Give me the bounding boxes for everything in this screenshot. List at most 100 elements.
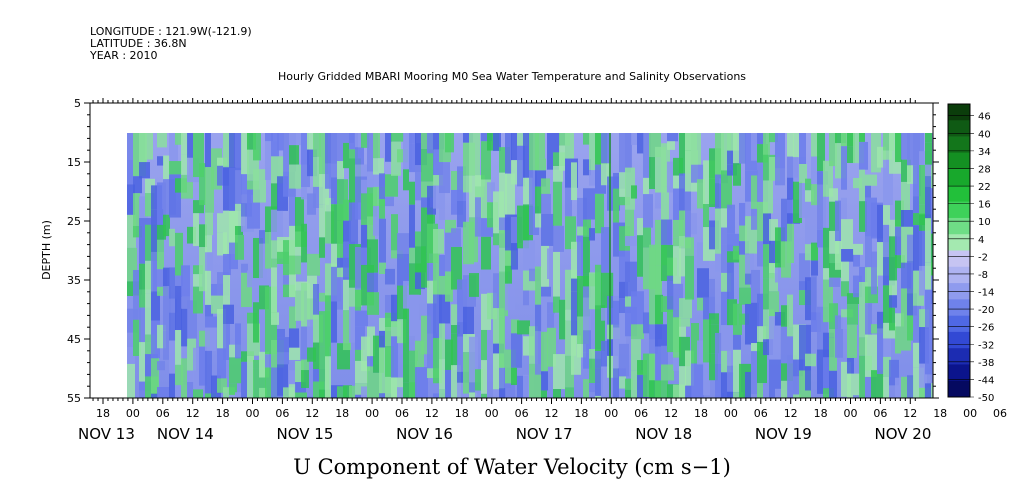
heatmap-cell xyxy=(499,316,505,354)
heatmap-cell xyxy=(757,341,767,384)
heatmap-cell xyxy=(805,353,816,367)
heatmap-cell xyxy=(553,354,565,390)
heatmap-cell xyxy=(463,133,473,143)
heatmap-cell xyxy=(925,262,933,290)
heatmap-cell xyxy=(685,237,694,256)
heatmap-cell xyxy=(379,393,385,398)
heatmap-cell xyxy=(583,330,591,353)
heatmap-cells xyxy=(127,133,933,398)
heatmap-cell xyxy=(307,253,320,276)
heatmap-cell xyxy=(325,211,334,244)
heatmap-cell xyxy=(625,235,637,246)
heatmap-cell xyxy=(763,244,774,279)
x-hour-label: 12 xyxy=(425,407,439,420)
heatmap-cell xyxy=(205,393,216,398)
heatmap-cell xyxy=(403,336,409,383)
heatmap-cell xyxy=(439,359,445,390)
heatmap-cell xyxy=(343,279,349,311)
heatmap-cell xyxy=(319,204,326,238)
heatmap-cell xyxy=(265,232,272,269)
heatmap-cell xyxy=(547,302,555,314)
heatmap-cell xyxy=(673,317,681,358)
heatmap-cell xyxy=(445,271,453,302)
heatmap-cell xyxy=(367,171,374,188)
heatmap-cell xyxy=(169,161,182,175)
heatmap-cell xyxy=(481,269,491,294)
heatmap-cell xyxy=(133,294,141,320)
heatmap-cell xyxy=(157,133,167,148)
colorbar-tick-label: 28 xyxy=(978,164,991,175)
heatmap-cell xyxy=(901,262,911,289)
heatmap-cell xyxy=(523,374,534,398)
heatmap-cell xyxy=(433,294,442,339)
heatmap-cell xyxy=(205,327,216,351)
heatmap-cell xyxy=(427,262,436,281)
heatmap-cell xyxy=(889,236,897,281)
heatmap-cell xyxy=(829,188,838,202)
heatmap-cell xyxy=(775,133,785,169)
heatmap-cell xyxy=(319,389,330,398)
heatmap-cell xyxy=(421,149,434,182)
heatmap-cell xyxy=(205,212,213,236)
heatmap-cell xyxy=(277,328,285,338)
heatmap-cell xyxy=(409,133,416,144)
heatmap-cell xyxy=(319,346,329,390)
heatmap-cell xyxy=(247,355,254,398)
heatmap-cell xyxy=(319,174,329,205)
heatmap-cell xyxy=(883,133,894,151)
heatmap-cell xyxy=(445,219,456,233)
heatmap-cell xyxy=(925,328,932,375)
heatmap-cell xyxy=(829,133,837,167)
heatmap-cell xyxy=(721,350,731,373)
heatmap-cell xyxy=(631,291,644,325)
heatmap-cell xyxy=(853,133,864,164)
heatmap-cell xyxy=(343,142,349,169)
colorbar-swatch xyxy=(948,331,970,349)
heatmap-cell xyxy=(187,300,197,339)
heatmap-cell xyxy=(925,142,932,165)
heatmap-cell xyxy=(841,261,849,282)
heatmap-cell xyxy=(301,133,309,165)
heatmap-cell xyxy=(697,340,705,365)
colorbar: 46 40 34 28 22 16 10 4 -2 -8 -14 -20 -26 -32 -38 -44 -50 xyxy=(947,103,994,404)
heatmap-cell xyxy=(643,177,649,195)
heatmap-cell xyxy=(157,387,170,398)
heatmap-cell xyxy=(451,246,462,290)
x-hour-label: 18 xyxy=(574,407,588,420)
heatmap-cell xyxy=(211,148,222,190)
heatmap-cell xyxy=(829,328,835,338)
heatmap-cell xyxy=(619,388,626,398)
heatmap-cell xyxy=(133,225,142,238)
heatmap-cell xyxy=(577,197,587,227)
heatmap-cell xyxy=(493,389,499,398)
heatmap-cell xyxy=(157,182,166,225)
heatmap-cell xyxy=(229,357,242,384)
heatmap-cell xyxy=(913,133,924,166)
heatmap-cell xyxy=(169,267,175,299)
heatmap-cell xyxy=(385,196,394,207)
heatmap-cell xyxy=(655,192,664,209)
heatmap-cell xyxy=(409,204,415,248)
heatmap-cell xyxy=(487,202,498,228)
heatmap-cell xyxy=(541,296,547,332)
x-hour-label: 00 xyxy=(365,407,379,420)
heatmap-cell xyxy=(625,133,632,168)
heatmap-cell xyxy=(913,305,921,343)
x-hour-label: 06 xyxy=(873,407,887,420)
heatmap-cell xyxy=(697,268,709,298)
heatmap-cell xyxy=(853,243,863,255)
heatmap-cell xyxy=(157,361,165,371)
heatmap-cell xyxy=(499,172,507,218)
heatmap-cell xyxy=(217,348,226,379)
heatmap-cell xyxy=(277,364,288,396)
heatmap-cell xyxy=(409,181,415,205)
heatmap-cell xyxy=(169,373,175,398)
heatmap-cell xyxy=(229,242,238,270)
heatmap-cell xyxy=(919,309,929,328)
heatmap-cell xyxy=(577,344,586,358)
heatmap-cell xyxy=(469,217,478,263)
heatmap-cell xyxy=(595,264,602,306)
heatmap-cell xyxy=(367,216,375,240)
heatmap-cell xyxy=(259,387,267,398)
heatmap-cell xyxy=(499,271,508,317)
